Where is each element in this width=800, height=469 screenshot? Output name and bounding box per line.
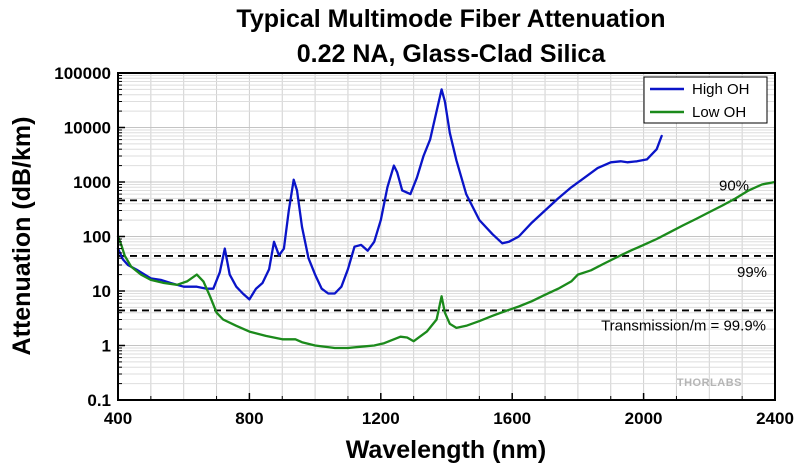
x-tick-label: 1200 xyxy=(362,409,400,428)
y-tick-label: 0.1 xyxy=(87,391,111,410)
x-axis-label: Wavelength (nm) xyxy=(346,436,546,464)
watermark-logo: THORLABS xyxy=(677,377,742,389)
series-line-low-oh xyxy=(116,180,777,350)
grid xyxy=(118,73,775,400)
y-tick-label: 1 xyxy=(102,337,111,356)
x-tick-label: 2000 xyxy=(625,409,663,428)
legend: High OH Low OH xyxy=(643,76,768,124)
y-axis-label: Attenuation (dB/km) xyxy=(8,117,36,356)
chart-subtitle: 0.22 NA, Glass-Clad Silica xyxy=(297,40,607,68)
y-tick-label: 1000 xyxy=(73,173,111,192)
ticks: 400 800 1200 1600 2000 2400 0.1 1 10 100 1000 10000… xyxy=(54,64,794,428)
reference-line-label: Transmission/m = 99.9% xyxy=(601,317,766,334)
series-lines xyxy=(116,88,777,350)
chart-title: Typical Multimode Fiber Attenuation xyxy=(236,5,665,33)
x-tick-label: 400 xyxy=(104,409,132,428)
legend-label-low-oh: Low OH xyxy=(692,104,746,121)
legend-box xyxy=(643,76,768,124)
x-tick-label: 800 xyxy=(235,409,263,428)
y-tick-label: 100 xyxy=(83,228,111,247)
x-tick-label: 1600 xyxy=(493,409,531,428)
series-line-high-oh xyxy=(116,88,663,301)
reference-lines: 90% 99% Transmission/m = 99.9% xyxy=(118,177,775,334)
reference-line-label: 99% xyxy=(737,264,767,281)
reference-line-label: 90% xyxy=(719,177,749,194)
x-tick-label: 2400 xyxy=(756,409,794,428)
y-tick-label: 10 xyxy=(92,282,111,301)
legend-label-high-oh: High OH xyxy=(692,81,750,98)
y-tick-label: 100000 xyxy=(54,64,111,83)
y-tick-label: 10000 xyxy=(64,119,111,138)
